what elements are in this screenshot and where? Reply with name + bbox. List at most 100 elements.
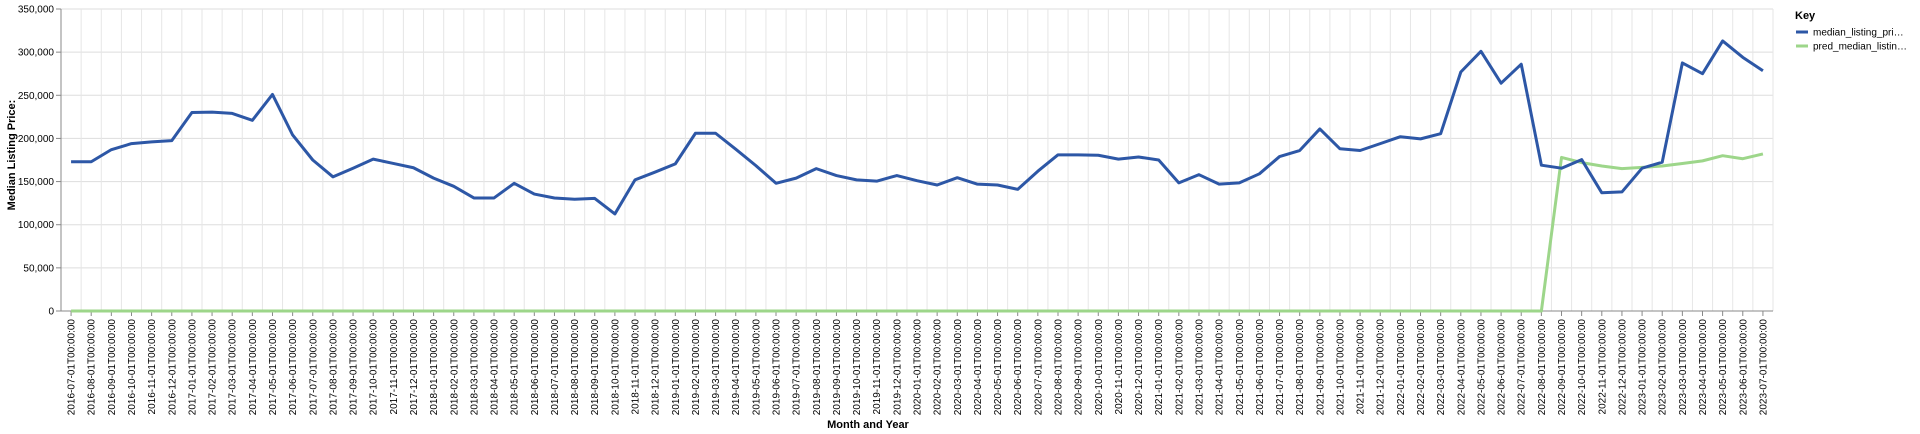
x-tick-label: 2021-12-01T00:00:00 bbox=[1376, 319, 1387, 416]
data-point bbox=[331, 310, 334, 313]
data-point bbox=[392, 310, 395, 313]
data-point bbox=[1439, 310, 1442, 313]
data-point bbox=[1540, 164, 1543, 167]
legend-label: pred_median_listin… bbox=[1813, 42, 1907, 53]
x-tick-label: 2022-05-01T00:00:00 bbox=[1476, 319, 1487, 416]
y-tick-label: 0 bbox=[48, 307, 54, 318]
series-line bbox=[71, 152, 1764, 313]
x-tick-label: 2020-10-01T00:00:00 bbox=[1094, 319, 1105, 416]
x-tick-label: 2021-06-01T00:00:00 bbox=[1255, 319, 1266, 416]
x-tick-label: 2017-04-01T00:00:00 bbox=[248, 319, 259, 416]
y-tick-label: 200,000 bbox=[18, 134, 55, 145]
data-point bbox=[1197, 173, 1200, 176]
data-point bbox=[452, 310, 455, 313]
x-tick-label: 2019-05-01T00:00:00 bbox=[751, 319, 762, 416]
data-point bbox=[553, 310, 556, 313]
x-tick-label: 2019-08-01T00:00:00 bbox=[812, 319, 823, 416]
x-tick-label: 2020-09-01T00:00:00 bbox=[1074, 319, 1085, 416]
x-tick-label: 2022-09-01T00:00:00 bbox=[1557, 319, 1568, 416]
x-tick-label: 2022-12-01T00:00:00 bbox=[1617, 319, 1628, 416]
data-point bbox=[211, 310, 214, 313]
data-point bbox=[815, 167, 818, 170]
x-tick-label: 2021-09-01T00:00:00 bbox=[1315, 319, 1326, 416]
x-tick-label: 2016-11-01T00:00:00 bbox=[147, 319, 158, 415]
x-tick-label: 2019-10-01T00:00:00 bbox=[852, 319, 863, 416]
data-point bbox=[976, 183, 979, 186]
data-point bbox=[352, 167, 355, 170]
x-tick-label: 2020-11-01T00:00:00 bbox=[1114, 319, 1125, 415]
data-point bbox=[775, 310, 778, 313]
data-point bbox=[1580, 158, 1583, 161]
data-point bbox=[694, 310, 697, 313]
y-tick-label: 150,000 bbox=[18, 177, 55, 188]
data-point bbox=[875, 180, 878, 183]
data-point bbox=[231, 310, 234, 313]
data-point bbox=[170, 139, 173, 142]
data-point bbox=[1661, 165, 1664, 168]
data-point bbox=[1761, 152, 1764, 155]
x-tick-label: 2017-02-01T00:00:00 bbox=[208, 319, 219, 416]
x-tick-label: 2020-12-01T00:00:00 bbox=[1134, 319, 1145, 416]
data-point bbox=[1338, 147, 1341, 150]
data-point bbox=[976, 310, 979, 313]
x-tick-label: 2022-10-01T00:00:00 bbox=[1577, 319, 1588, 416]
x-gridlines bbox=[60, 9, 1774, 311]
data-point bbox=[1479, 310, 1482, 313]
data-point bbox=[493, 310, 496, 313]
data-point bbox=[1540, 310, 1543, 313]
data-point bbox=[1258, 172, 1261, 175]
data-point bbox=[1298, 310, 1301, 313]
data-point bbox=[533, 310, 536, 313]
data-point bbox=[271, 310, 274, 313]
data-point bbox=[1318, 127, 1321, 130]
data-point bbox=[110, 148, 113, 151]
data-point bbox=[1157, 310, 1160, 313]
x-tick-label: 2017-01-01T00:00:00 bbox=[187, 319, 198, 416]
data-point bbox=[1016, 310, 1019, 313]
data-point bbox=[593, 310, 596, 313]
data-point bbox=[714, 132, 717, 135]
x-tick-label: 2017-12-01T00:00:00 bbox=[409, 319, 420, 416]
data-point bbox=[90, 310, 93, 313]
x-tick-label: 2017-08-01T00:00:00 bbox=[328, 319, 339, 416]
data-point bbox=[412, 310, 415, 313]
data-point bbox=[533, 193, 536, 196]
data-point bbox=[835, 174, 838, 177]
data-point bbox=[956, 176, 959, 179]
data-point bbox=[1218, 183, 1221, 186]
data-point bbox=[90, 160, 93, 163]
data-point bbox=[1359, 310, 1362, 313]
series-line bbox=[71, 39, 1764, 216]
data-point bbox=[734, 148, 737, 151]
x-tick-label: 2023-07-01T00:00:00 bbox=[1758, 319, 1769, 416]
data-point bbox=[1157, 159, 1160, 162]
x-tick-label: 2018-10-01T00:00:00 bbox=[610, 319, 621, 416]
data-point bbox=[1258, 310, 1261, 313]
data-point bbox=[1197, 310, 1200, 313]
legend-label: median_listing_pri… bbox=[1813, 28, 1904, 39]
x-tick-label: 2021-07-01T00:00:00 bbox=[1275, 319, 1286, 416]
data-point bbox=[291, 133, 294, 136]
x-tick-label: 2018-03-01T00:00:00 bbox=[469, 319, 480, 416]
x-tick-label: 2018-08-01T00:00:00 bbox=[570, 319, 581, 416]
x-tick-label: 2020-01-01T00:00:00 bbox=[913, 319, 924, 416]
y-tick-label: 100,000 bbox=[18, 220, 55, 231]
data-point bbox=[1721, 154, 1724, 157]
data-point bbox=[432, 177, 435, 180]
x-tick-label: 2017-03-01T00:00:00 bbox=[228, 319, 239, 416]
data-point bbox=[472, 310, 475, 313]
x-tick-label: 2016-09-01T00:00:00 bbox=[107, 319, 118, 416]
data-point bbox=[855, 178, 858, 181]
data-point bbox=[895, 174, 898, 177]
data-point bbox=[1399, 135, 1402, 138]
x-tick-label: 2017-06-01T00:00:00 bbox=[288, 319, 299, 416]
data-point bbox=[1761, 69, 1764, 72]
x-tick-label: 2019-03-01T00:00:00 bbox=[711, 319, 722, 416]
data-point bbox=[1359, 149, 1362, 152]
data-point bbox=[1056, 153, 1059, 156]
data-point bbox=[1741, 56, 1744, 59]
data-point bbox=[493, 196, 496, 199]
data-point bbox=[1056, 310, 1059, 313]
x-tick-label: 2019-07-01T00:00:00 bbox=[792, 319, 803, 416]
